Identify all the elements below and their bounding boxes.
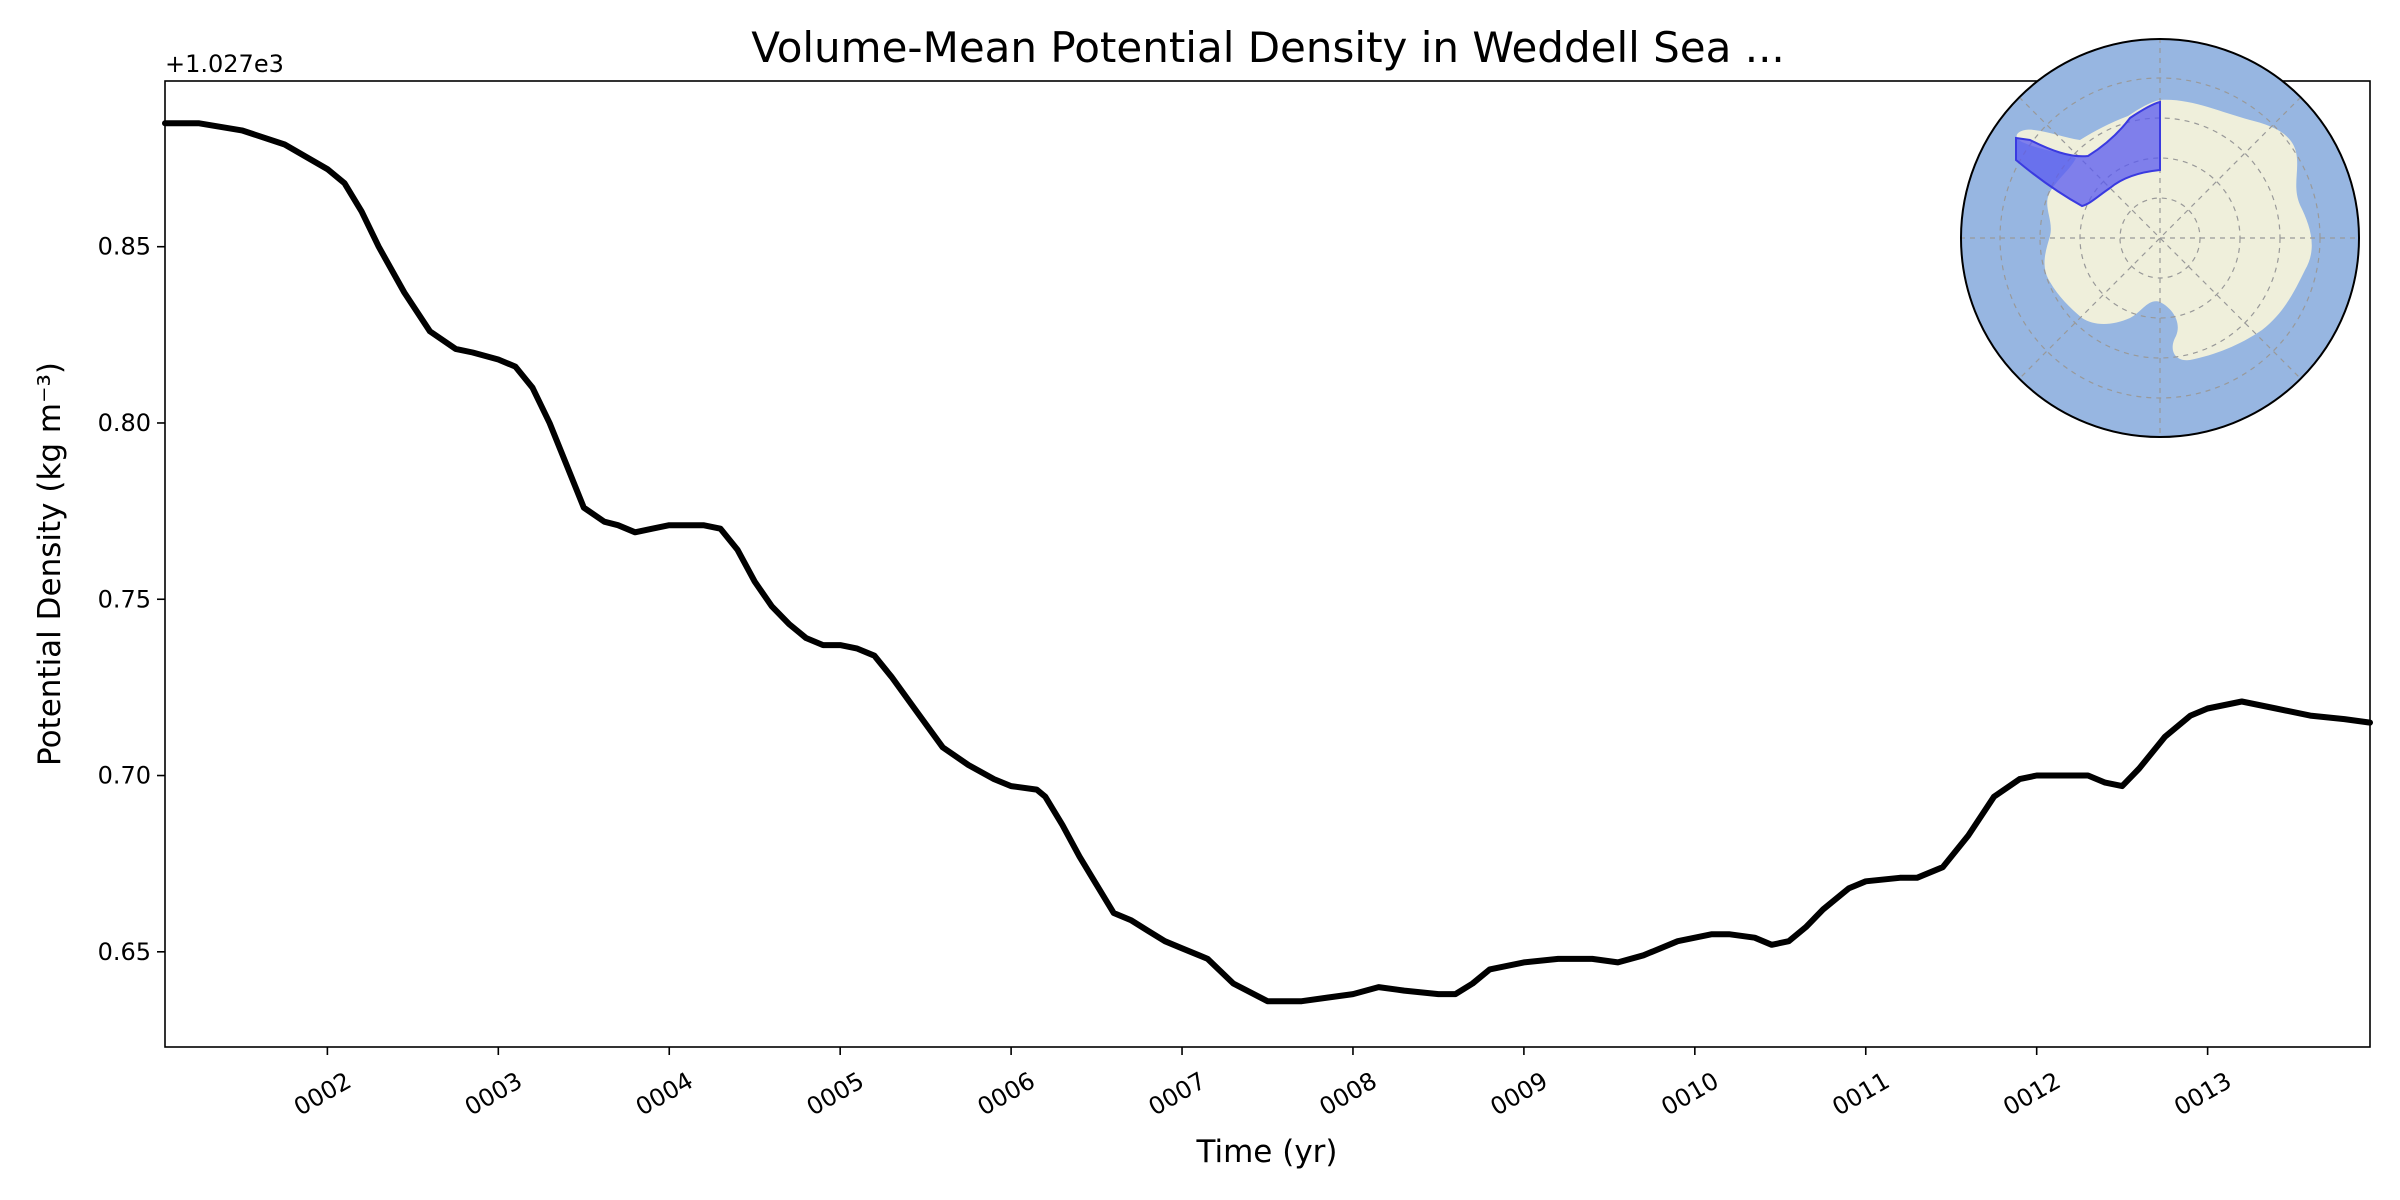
- chart-title: Volume-Mean Potential Density in Weddell…: [751, 23, 1785, 72]
- series-line: [162, 120, 2373, 1005]
- x-tick-label: 0008: [1315, 1067, 1382, 1122]
- x-axis-label: Time (yr): [1196, 1134, 1338, 1170]
- x-tick-label: 0010: [1657, 1067, 1724, 1122]
- x-tick-label: 0013: [2169, 1067, 2236, 1122]
- y-tick-label: 0.70: [98, 762, 151, 790]
- x-tick-label: 0009: [1486, 1067, 1553, 1122]
- y-tick-label: 0.65: [98, 938, 151, 966]
- plot-area: [162, 120, 2373, 1005]
- x-tick-label: 0011: [1827, 1067, 1894, 1122]
- y-tick-label: 0.75: [98, 585, 151, 613]
- x-axis: 0002 0003 0004 0005 0006 0007 0008 0009 0010 0011…: [289, 1047, 2236, 1121]
- x-tick-label: 0003: [460, 1067, 527, 1122]
- x-tick-label: 0005: [802, 1067, 869, 1122]
- y-axis-label: Potential Density (kg m⁻³): [32, 362, 68, 766]
- x-tick-label: 0004: [631, 1067, 698, 1122]
- axes-frame: [164, 80, 2371, 1048]
- x-tick-label: 0007: [1144, 1067, 1211, 1122]
- map-border: [1960, 38, 2360, 438]
- x-tick-label: 0012: [1998, 1067, 2065, 1122]
- y-tick-label: 0.85: [98, 233, 151, 261]
- x-tick-label: 0006: [973, 1067, 1040, 1122]
- axis-offset-text: +1.027e3: [165, 50, 284, 78]
- map-gridlines: [1961, 39, 2359, 437]
- y-tick-label: 0.80: [98, 409, 151, 437]
- y-axis: 0.65 0.70 0.75 0.80 0.85: [98, 233, 165, 966]
- inset-map: [1960, 38, 2360, 438]
- x-tick-label: 0002: [289, 1067, 356, 1122]
- map-weddell-sea-region: [2015, 100, 2161, 208]
